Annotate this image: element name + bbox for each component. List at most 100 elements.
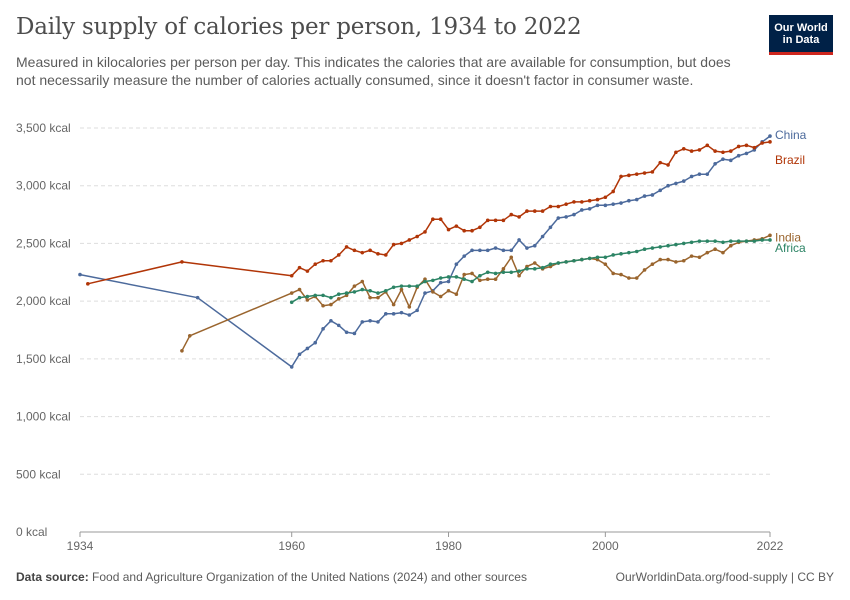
- data-point-india: [352, 284, 357, 288]
- data-point-africa: [485, 270, 490, 275]
- series-line-brazil: [87, 141, 771, 285]
- x-tick-label: 2000: [592, 539, 619, 553]
- data-point-india: [611, 271, 615, 276]
- data-point-china: [336, 323, 341, 328]
- data-point-africa: [564, 260, 568, 264]
- data-point-brazil: [658, 160, 663, 165]
- data-point-africa: [627, 250, 631, 255]
- data-point-india: [180, 348, 184, 353]
- data-point-china: [321, 327, 325, 331]
- data-point-china: [415, 308, 419, 313]
- data-point-china: [580, 208, 584, 212]
- data-point-china: [768, 134, 772, 138]
- data-point-africa: [368, 288, 372, 293]
- data-point-brazil: [705, 143, 710, 148]
- data-point-china: [556, 216, 561, 220]
- data-point-china: [383, 312, 388, 316]
- series-label-india: India: [775, 230, 801, 244]
- source-url[interactable]: OurWorldinData.org/food-supply | CC BY: [615, 570, 834, 584]
- data-point-brazil: [415, 234, 419, 239]
- data-point-brazil: [438, 217, 443, 221]
- y-tick-label: 3,000 kcal: [16, 179, 71, 193]
- data-point-africa: [752, 239, 757, 243]
- series-line-india: [181, 234, 771, 352]
- series-label-brazil: Brazil: [775, 153, 805, 167]
- data-point-brazil: [493, 218, 498, 223]
- data-point-africa: [580, 257, 584, 262]
- data-point-india: [321, 303, 325, 308]
- data-point-africa: [728, 239, 733, 243]
- data-point-brazil: [360, 250, 365, 255]
- y-tick-label: 500 kcal: [16, 467, 61, 481]
- data-point-india: [666, 257, 670, 262]
- data-point-brazil: [548, 204, 553, 209]
- data-point-africa: [666, 243, 670, 248]
- data-point-africa: [572, 258, 576, 263]
- data-point-china: [697, 172, 702, 176]
- data-point-brazil: [603, 195, 608, 200]
- owid-logo[interactable]: Our World in Data: [769, 15, 833, 55]
- data-point-brazil: [485, 218, 490, 223]
- data-point-china: [391, 312, 396, 316]
- data-point-india: [674, 260, 678, 264]
- data-point-brazil: [752, 145, 757, 150]
- data-point-brazil: [376, 252, 380, 256]
- data-point-brazil: [180, 260, 184, 264]
- data-point-brazil: [321, 258, 325, 263]
- data-point-africa: [760, 238, 764, 242]
- data-point-india: [493, 277, 498, 282]
- data-point-brazil: [297, 265, 302, 270]
- data-point-india: [329, 302, 333, 307]
- data-point-china: [509, 248, 514, 253]
- data-point-africa: [321, 293, 325, 298]
- data-point-china: [572, 212, 576, 217]
- data-point-china: [423, 291, 427, 295]
- owid-logo-text: Our World in Data: [774, 21, 828, 46]
- data-point-brazil: [407, 238, 412, 242]
- data-point-china: [728, 158, 733, 163]
- data-point-india: [336, 297, 341, 301]
- data-point-china: [548, 225, 553, 230]
- data-point-africa: [744, 239, 749, 243]
- data-point-india: [368, 295, 372, 300]
- data-point-india: [305, 298, 310, 302]
- data-point-brazil: [556, 204, 561, 209]
- data-point-africa: [540, 265, 545, 270]
- data-point-brazil: [431, 217, 435, 221]
- data-point-china: [501, 248, 506, 253]
- data-point-africa: [501, 270, 506, 275]
- data-point-africa: [619, 252, 623, 256]
- data-point-india: [187, 333, 192, 338]
- data-point-china: [438, 280, 443, 285]
- data-point-africa: [415, 284, 419, 288]
- data-point-china: [376, 320, 380, 324]
- data-point-brazil: [289, 273, 294, 278]
- x-tick-label: 1980: [435, 539, 462, 553]
- data-point-brazil: [391, 242, 396, 247]
- data-source-text: Food and Agriculture Organization of the…: [92, 570, 527, 584]
- data-point-india: [603, 262, 608, 267]
- data-point-india: [391, 302, 396, 307]
- data-point-china: [666, 183, 670, 188]
- data-source-label: Data source:: [16, 570, 89, 584]
- data-point-brazil: [728, 149, 733, 153]
- data-point-africa: [454, 275, 459, 279]
- data-point-africa: [525, 267, 529, 271]
- data-point-africa: [689, 240, 694, 245]
- data-point-china: [744, 151, 749, 156]
- data-point-india: [485, 277, 490, 282]
- data-point-china: [462, 254, 467, 258]
- data-point-africa: [329, 295, 333, 300]
- data-point-china: [681, 179, 686, 183]
- data-point-africa: [438, 276, 443, 280]
- series-label-africa: Africa: [775, 241, 806, 255]
- data-point-china: [352, 331, 357, 336]
- data-point-india: [360, 279, 365, 284]
- data-point-brazil: [580, 200, 584, 204]
- data-point-india: [462, 272, 467, 277]
- data-point-india: [650, 262, 655, 267]
- data-point-india: [728, 243, 733, 248]
- data-point-india: [768, 233, 772, 238]
- data-point-africa: [736, 239, 741, 243]
- data-point-brazil: [352, 248, 357, 253]
